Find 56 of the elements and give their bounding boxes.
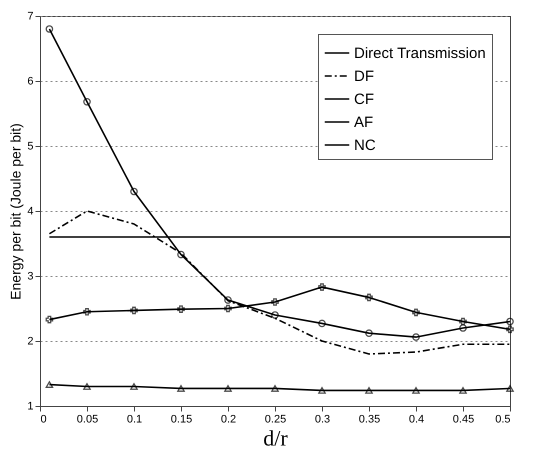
x-tick-label: 0.4 (408, 414, 424, 426)
point (83, 308, 91, 316)
x-tick-label: 0.2 (220, 414, 236, 426)
y-axis-title: Energy per bit (Joule per bit) (7, 123, 24, 300)
x-tick-label: 0.25 (264, 414, 286, 426)
point (365, 294, 373, 302)
point (412, 387, 420, 394)
point (506, 385, 514, 392)
x-tick-label: 0.05 (76, 414, 98, 426)
point (271, 311, 279, 319)
legend-label: NC (354, 137, 376, 154)
point (130, 188, 138, 196)
point (506, 325, 514, 334)
point (130, 306, 138, 314)
y-tick-label: 5 (27, 140, 34, 152)
point (83, 383, 91, 390)
point (83, 98, 91, 106)
legend-label: Direct Transmission (354, 45, 486, 62)
point (224, 304, 232, 312)
legend-label: CF (354, 91, 374, 108)
x-tick-label: 0.15 (170, 414, 192, 426)
y-tick-label: 2 (27, 336, 34, 348)
y-tick-label: 7 (27, 10, 34, 22)
x-tick-label: 0.1 (126, 414, 142, 426)
x-tick-label: 0.5 (495, 414, 510, 426)
point (318, 320, 326, 328)
point (271, 385, 279, 392)
point (224, 385, 232, 392)
point (365, 329, 373, 338)
point (46, 316, 54, 324)
point (412, 308, 420, 316)
point (459, 324, 467, 332)
x-tick-label: 0.35 (358, 414, 380, 426)
point (46, 381, 54, 388)
x-tick-label: 0 (40, 414, 47, 426)
point (318, 387, 326, 394)
y-tick-label: 6 (27, 76, 34, 88)
point (318, 283, 326, 291)
point (459, 318, 467, 326)
y-tick-label: 3 (27, 270, 34, 282)
legend-label: DF (354, 68, 374, 85)
point (365, 387, 373, 394)
x-tick-label: 0.45 (452, 414, 474, 426)
point (130, 383, 138, 390)
legend-label: AF (354, 114, 374, 131)
x-tick-label: 0.3 (314, 414, 330, 426)
y-tick-label: 4 (27, 206, 34, 218)
point (224, 296, 232, 304)
point (271, 298, 279, 306)
point (177, 385, 185, 392)
y-tick-label: 1 (27, 400, 34, 412)
x-axis-title: d/r (263, 426, 288, 450)
point (459, 387, 467, 394)
point (177, 250, 185, 258)
point (412, 333, 420, 341)
point (177, 305, 185, 313)
